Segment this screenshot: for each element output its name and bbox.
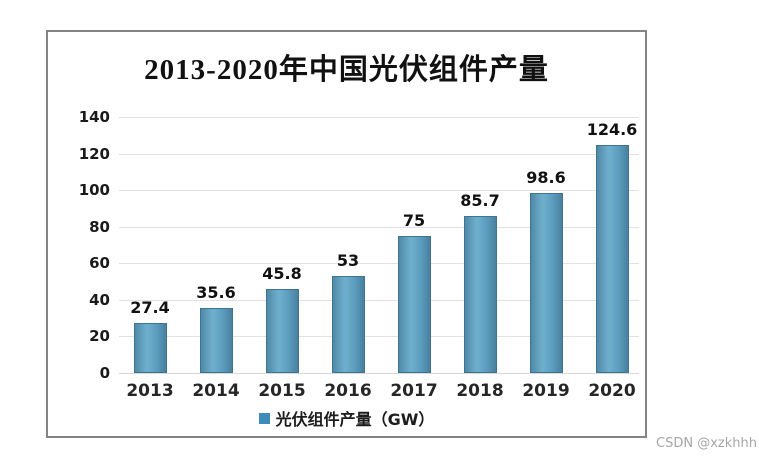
bar-2020: [595, 145, 629, 373]
bar-2019: [529, 192, 563, 373]
bar-value-label: 85.7: [460, 191, 500, 211]
y-axis-tick-label: 40: [89, 290, 110, 309]
bar-value-label: 124.6: [586, 120, 638, 140]
x-axis-tick-label: 2016: [324, 381, 372, 401]
gridline: [119, 373, 639, 374]
x-axis-tick-label: 2014: [192, 381, 240, 401]
x-axis-tick-label: 2018: [456, 381, 504, 401]
chart-frame: 2013-2020年中国光伏组件产量 0 20 40 60 80 100 120 140 27.…: [46, 30, 647, 438]
y-axis-tick-label: 120: [78, 144, 110, 163]
legend-label: 光伏组件产量（GW）: [275, 410, 435, 429]
gridline: [119, 299, 639, 301]
bar-2017: [397, 235, 431, 373]
y-axis-tick-label: 100: [78, 181, 110, 200]
bar-value-label: 45.8: [262, 264, 302, 284]
bar-value-label: 75: [402, 210, 426, 230]
bar-2013: [133, 322, 167, 373]
bar-value-label: 53: [336, 251, 360, 271]
x-axis-tick-label: 2013: [126, 381, 174, 401]
x-axis-tick-label: 2017: [390, 381, 438, 401]
y-axis-tick-label: 60: [89, 254, 110, 273]
bar-2018: [463, 216, 497, 373]
watermark: CSDN @xzkhhh: [656, 436, 757, 451]
y-axis-tick-label: 140: [78, 108, 110, 126]
x-axis-tick-label: 2015: [258, 381, 306, 401]
bar-value-label: 98.6: [526, 167, 566, 187]
gridline: [119, 263, 639, 265]
plot-area: 0 20 40 60 80 100 120 140 27.4 2013 35.6 2014 45.8 20…: [48, 32, 645, 436]
gridline: [119, 153, 639, 155]
bar-2015: [265, 289, 299, 373]
bar-2016: [331, 276, 365, 373]
legend: 光伏组件产量（GW）: [48, 406, 645, 430]
gridline: [119, 226, 639, 228]
x-axis-tick-label: 2020: [588, 381, 636, 401]
y-axis-tick-label: 20: [89, 327, 110, 346]
gridline: [119, 190, 639, 192]
legend-swatch-icon: [258, 412, 270, 424]
bar-value-label: 27.4: [130, 297, 170, 317]
chart-title: 2013-2020年中国光伏组件产量: [144, 54, 549, 86]
bar-2014: [199, 307, 233, 373]
bar-value-label: 35.6: [196, 282, 236, 302]
y-axis-tick-label: 80: [89, 217, 110, 236]
x-axis-tick-label: 2019: [522, 381, 570, 401]
gridline: [119, 117, 639, 118]
y-axis-tick-label: 0: [99, 364, 110, 382]
gridline: [119, 336, 639, 338]
